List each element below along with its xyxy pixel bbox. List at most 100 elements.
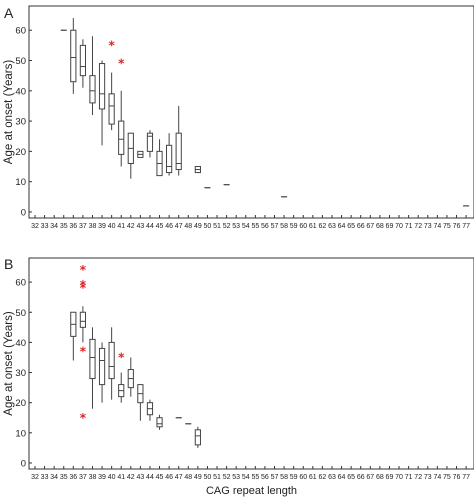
x-tick-label: 49 (194, 223, 202, 230)
x-tick-label: 74 (433, 474, 441, 481)
y-tick-label: 30 (15, 368, 26, 379)
x-tick-label: 61 (309, 474, 317, 481)
x-tick-label: 68 (376, 474, 384, 481)
y-axis-label: Age at onset (Years) (3, 60, 15, 165)
box (98, 347, 106, 386)
outlier-point: * (108, 38, 115, 52)
x-tick-label: 63 (328, 223, 336, 230)
x-tick-label: 38 (89, 223, 97, 230)
x-tick-label: 47 (175, 474, 183, 481)
x-tick-label: 77 (462, 223, 470, 230)
x-tick-label: 69 (386, 474, 394, 481)
x-tick-label: 54 (242, 474, 250, 481)
panel-label: B (4, 256, 13, 272)
box (79, 44, 87, 77)
x-tick-label: 35 (60, 223, 68, 230)
outlier-point: * (80, 278, 87, 292)
x-tick-label: 70 (395, 474, 403, 481)
x-tick-label: 70 (395, 223, 403, 230)
box (89, 75, 96, 104)
y-tick-label: 50 (15, 56, 26, 67)
x-tick-label: 49 (194, 474, 202, 481)
x-tick-label: 61 (309, 223, 317, 230)
outlier-point: * (118, 57, 125, 71)
y-tick-label: 60 (15, 278, 26, 289)
x-tick-label: 56 (261, 474, 269, 481)
x-tick-label: 67 (366, 223, 374, 230)
x-tick-label: 60 (299, 223, 307, 230)
x-tick-label: 39 (98, 223, 106, 230)
x-tick-label: 59 (290, 474, 298, 481)
box (156, 417, 163, 428)
x-tick-label: 41 (117, 474, 125, 481)
x-tick-label: 46 (165, 223, 173, 230)
x-tick-label: 35 (60, 474, 68, 481)
y-tick-label: 40 (15, 86, 26, 97)
x-tick-label: 76 (453, 474, 461, 481)
y-tick-label: 30 (15, 117, 26, 128)
y-tick-label: 50 (15, 308, 26, 319)
x-tick-label: 59 (290, 223, 298, 230)
x-tick-label: 69 (386, 223, 394, 230)
x-tick-label: 71 (405, 474, 413, 481)
y-tick-label: 10 (15, 177, 26, 188)
x-tick-label: 36 (69, 223, 77, 230)
x-tick-label: 58 (280, 474, 288, 481)
outlier-point: * (80, 281, 87, 295)
box (70, 29, 77, 83)
x-axis-label: CAG repeat length (206, 485, 297, 497)
y-tick-label: 20 (15, 147, 26, 158)
x-tick-label: 51 (213, 223, 221, 230)
x-tick-label: 75 (443, 474, 451, 481)
x-tick-label: 38 (89, 474, 97, 481)
x-tick-label: 67 (366, 474, 374, 481)
x-tick-label: 44 (146, 474, 154, 481)
x-tick-label: 41 (117, 223, 125, 230)
x-tick-label: 52 (223, 474, 231, 481)
x-tick-label: 65 (347, 223, 355, 230)
x-tick-label: 43 (136, 474, 144, 481)
x-tick-label: 66 (357, 223, 365, 230)
outlier-point: * (80, 344, 87, 358)
x-tick-label: 32 (31, 223, 39, 230)
box (108, 341, 115, 380)
y-axis-label: Age at onset (Years) (3, 311, 15, 416)
x-tick-label: 62 (319, 223, 327, 230)
x-tick-label: 45 (156, 223, 164, 230)
x-tick-label: 36 (69, 474, 77, 481)
x-tick-label: 72 (414, 223, 422, 230)
x-tick-label: 39 (98, 474, 106, 481)
x-tick-label: 32 (31, 474, 39, 481)
x-tick-label: 74 (433, 223, 441, 230)
x-tick-label: 37 (79, 223, 87, 230)
x-tick-label: 33 (41, 474, 49, 481)
x-tick-label: 34 (50, 223, 58, 230)
x-tick-label: 65 (347, 474, 355, 481)
x-tick-label: 53 (232, 223, 240, 230)
x-tick-label: 44 (146, 223, 154, 230)
x-tick-label: 45 (156, 474, 164, 481)
x-tick-label: 55 (251, 474, 259, 481)
x-tick-label: 57 (271, 223, 279, 230)
x-tick-label: 68 (376, 223, 384, 230)
x-tick-label: 33 (41, 223, 49, 230)
box (194, 429, 201, 446)
box (175, 132, 182, 171)
x-tick-label: 57 (271, 474, 279, 481)
x-tick-label: 50 (204, 474, 212, 481)
x-tick-label: 75 (443, 223, 451, 230)
outlier-point: * (80, 263, 87, 277)
x-tick-label: 46 (165, 474, 173, 481)
box (166, 144, 173, 174)
box (108, 93, 115, 125)
x-tick-label: 43 (136, 223, 144, 230)
x-tick-label: 77 (462, 474, 470, 481)
x-tick-label: 42 (127, 223, 135, 230)
outlier-point: * (80, 411, 87, 425)
x-tick-label: 52 (223, 223, 231, 230)
box (146, 132, 154, 152)
x-tick-label: 42 (127, 474, 135, 481)
x-tick-label: 51 (213, 474, 221, 481)
